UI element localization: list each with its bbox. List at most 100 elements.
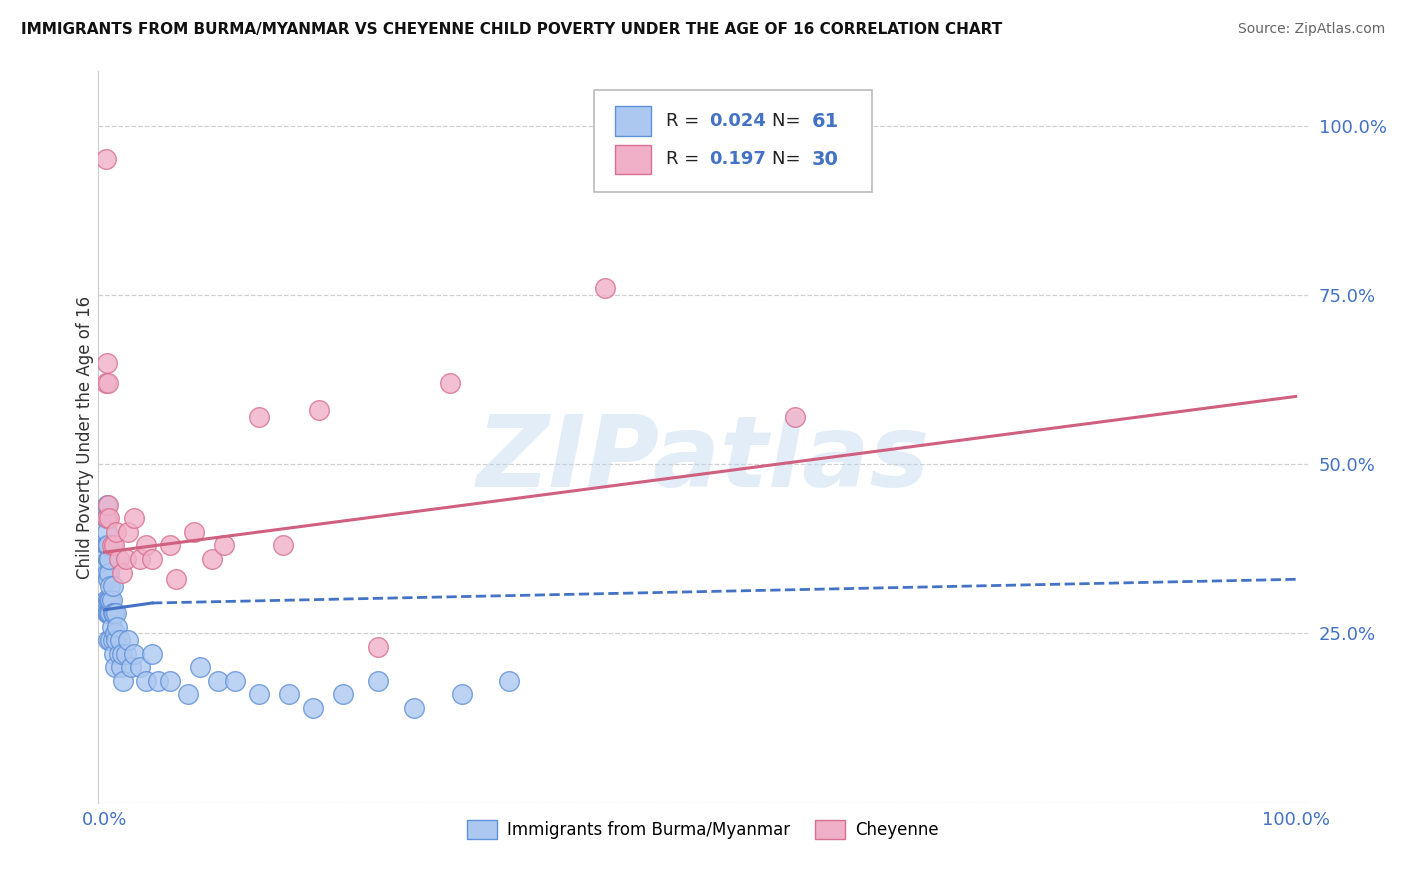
Point bbox=[96, 355, 118, 369]
Point bbox=[94, 538, 117, 552]
Point bbox=[308, 403, 330, 417]
Y-axis label: Child Poverty Under the Age of 16: Child Poverty Under the Age of 16 bbox=[76, 295, 94, 579]
Point bbox=[120, 660, 142, 674]
Point bbox=[224, 673, 246, 688]
Point bbox=[146, 673, 169, 688]
Point bbox=[97, 498, 120, 512]
FancyBboxPatch shape bbox=[614, 106, 651, 136]
Point bbox=[98, 592, 121, 607]
Point bbox=[129, 660, 152, 674]
Point bbox=[593, 281, 616, 295]
Text: Source: ZipAtlas.com: Source: ZipAtlas.com bbox=[1237, 22, 1385, 37]
Text: 0.197: 0.197 bbox=[709, 150, 766, 168]
Point bbox=[101, 633, 124, 648]
Point bbox=[112, 673, 135, 688]
Text: 61: 61 bbox=[811, 112, 839, 130]
Text: R =: R = bbox=[665, 150, 704, 168]
Point bbox=[103, 606, 125, 620]
Point bbox=[247, 688, 270, 702]
Point bbox=[94, 511, 117, 525]
Point bbox=[97, 606, 120, 620]
Text: IMMIGRANTS FROM BURMA/MYANMAR VS CHEYENNE CHILD POVERTY UNDER THE AGE OF 16 CORR: IMMIGRANTS FROM BURMA/MYANMAR VS CHEYENN… bbox=[21, 22, 1002, 37]
Point bbox=[129, 552, 152, 566]
Text: N=: N= bbox=[772, 150, 806, 168]
Point bbox=[96, 566, 118, 580]
Point bbox=[278, 688, 301, 702]
Text: 0.024: 0.024 bbox=[709, 112, 766, 130]
Point bbox=[105, 633, 128, 648]
Text: ZIPatlas: ZIPatlas bbox=[477, 410, 929, 508]
Point bbox=[439, 376, 461, 390]
Point bbox=[367, 673, 389, 688]
Point bbox=[114, 552, 136, 566]
Point bbox=[107, 647, 129, 661]
Point bbox=[207, 673, 229, 688]
Point bbox=[332, 688, 354, 702]
Point bbox=[97, 552, 120, 566]
Point bbox=[247, 409, 270, 424]
Point bbox=[101, 606, 124, 620]
Point bbox=[98, 552, 121, 566]
Text: R =: R = bbox=[665, 112, 704, 130]
Point bbox=[498, 673, 520, 688]
Legend: Immigrants from Burma/Myanmar, Cheyenne: Immigrants from Burma/Myanmar, Cheyenne bbox=[460, 814, 946, 846]
Point bbox=[96, 606, 118, 620]
Point bbox=[200, 552, 222, 566]
Point bbox=[135, 673, 157, 688]
Point bbox=[107, 552, 129, 566]
Point bbox=[94, 558, 117, 573]
Point bbox=[98, 606, 121, 620]
Point bbox=[100, 620, 122, 634]
Point bbox=[177, 688, 200, 702]
Point bbox=[98, 579, 121, 593]
Point bbox=[97, 572, 120, 586]
Point bbox=[117, 524, 139, 539]
Point bbox=[141, 647, 163, 661]
Point bbox=[101, 579, 124, 593]
Point bbox=[450, 688, 472, 702]
Point bbox=[117, 633, 139, 648]
Point bbox=[159, 673, 181, 688]
Point bbox=[404, 701, 426, 715]
Point bbox=[302, 701, 325, 715]
Point bbox=[122, 511, 145, 525]
Point bbox=[271, 538, 294, 552]
FancyBboxPatch shape bbox=[595, 90, 872, 192]
Point bbox=[97, 538, 120, 552]
Point bbox=[98, 566, 121, 580]
Point bbox=[188, 660, 211, 674]
Point bbox=[97, 592, 120, 607]
Point bbox=[785, 409, 807, 424]
FancyBboxPatch shape bbox=[614, 145, 651, 174]
Point bbox=[98, 511, 121, 525]
Point bbox=[103, 647, 125, 661]
Point bbox=[114, 647, 136, 661]
Point bbox=[159, 538, 181, 552]
Point bbox=[98, 606, 121, 620]
Point bbox=[111, 647, 134, 661]
Point bbox=[100, 592, 122, 607]
Point bbox=[97, 376, 120, 390]
Point bbox=[165, 572, 187, 586]
Point bbox=[104, 626, 127, 640]
Point bbox=[108, 633, 131, 648]
Point bbox=[105, 524, 128, 539]
Point bbox=[107, 620, 129, 634]
Point bbox=[105, 606, 128, 620]
Point bbox=[135, 538, 157, 552]
Point bbox=[104, 660, 127, 674]
Point bbox=[111, 566, 134, 580]
Point bbox=[97, 633, 120, 648]
Point bbox=[96, 538, 118, 552]
Point bbox=[367, 640, 389, 654]
Point bbox=[100, 538, 122, 552]
Point bbox=[96, 511, 118, 525]
Text: N=: N= bbox=[772, 112, 806, 130]
Point bbox=[98, 633, 121, 648]
Point bbox=[98, 592, 121, 607]
Point bbox=[141, 552, 163, 566]
Point bbox=[110, 660, 132, 674]
Point bbox=[96, 524, 118, 539]
Point bbox=[212, 538, 235, 552]
Text: 30: 30 bbox=[811, 150, 839, 169]
